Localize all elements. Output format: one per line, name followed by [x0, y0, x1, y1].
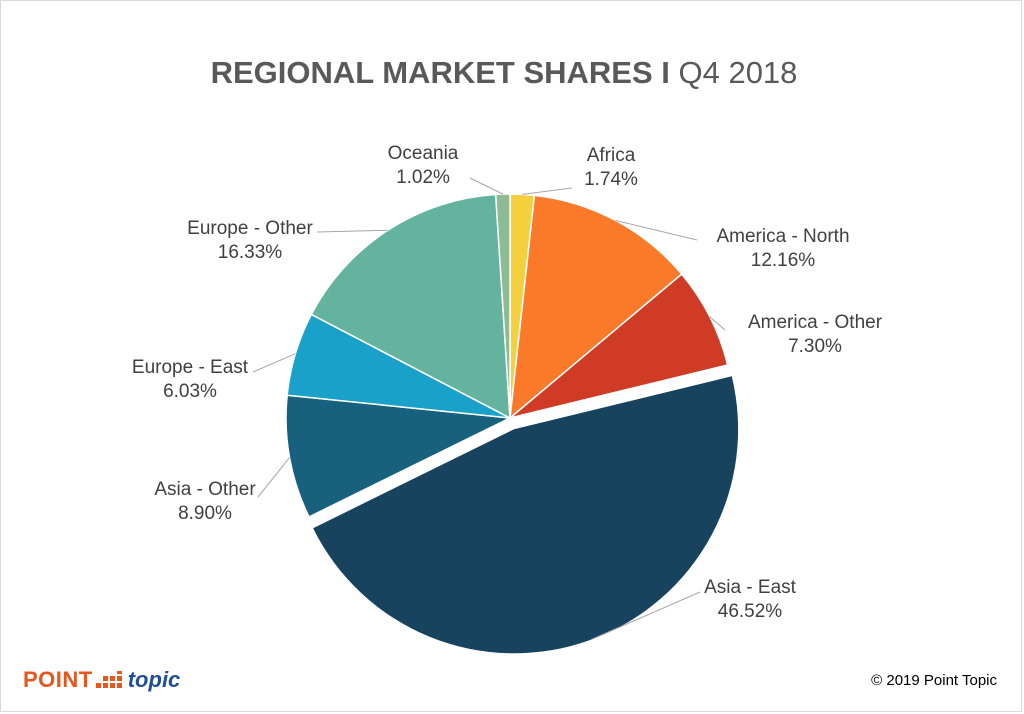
slice-label: Asia - East — [704, 577, 797, 598]
slice-value-label: 6.03% — [163, 381, 217, 402]
slice-label: Europe - East — [132, 357, 249, 378]
leader-line — [257, 457, 290, 498]
pie-slice-america-north — [509, 194, 683, 420]
pie-slice-asia-other — [285, 394, 513, 518]
slice-label: Europe - Other — [187, 218, 313, 239]
slice-value-label: 1.02% — [396, 167, 450, 188]
slice-value-label: 46.52% — [718, 601, 783, 622]
slice-value-label: 1.74% — [584, 169, 638, 190]
slice-value-label: 16.33% — [218, 242, 283, 263]
logo-point-text: POINT — [23, 667, 93, 692]
leader-line — [590, 591, 701, 641]
pie-slice-america-other — [509, 273, 729, 419]
pie-slice-europe-other — [310, 193, 511, 420]
logo-grid-icon — [95, 671, 122, 688]
leader-line — [615, 220, 698, 241]
slice-label: America - Other — [748, 312, 883, 333]
leader-line — [522, 187, 573, 195]
leader-line — [709, 316, 726, 331]
point-topic-logo: POINT topic — [23, 666, 180, 694]
slice-label: Oceania — [388, 143, 459, 164]
leader-line — [316, 229, 388, 233]
chart-title-bold: REGIONAL MARKET SHARES I — [210, 55, 670, 90]
slice-value-label: 7.30% — [788, 336, 842, 357]
pie-slice-asia-east — [313, 376, 739, 654]
chart-title-period: Q4 2018 — [678, 55, 798, 90]
slice-value-label: 8.90% — [178, 503, 232, 524]
slice-value-label: 12.16% — [751, 250, 816, 271]
slice-label: America - North — [716, 226, 849, 247]
pie-slice-oceania — [494, 193, 511, 419]
logo-topic-text: topic — [127, 667, 181, 692]
leader-line — [252, 353, 296, 373]
slice-label: Asia - Other — [154, 479, 256, 500]
leader-line — [469, 177, 504, 195]
slice-label: Africa — [587, 145, 636, 166]
copyright-text: © 2019 Point Topic — [871, 672, 997, 689]
chart-title: REGIONAL MARKET SHARES I Q4 2018 — [0, 55, 1008, 91]
